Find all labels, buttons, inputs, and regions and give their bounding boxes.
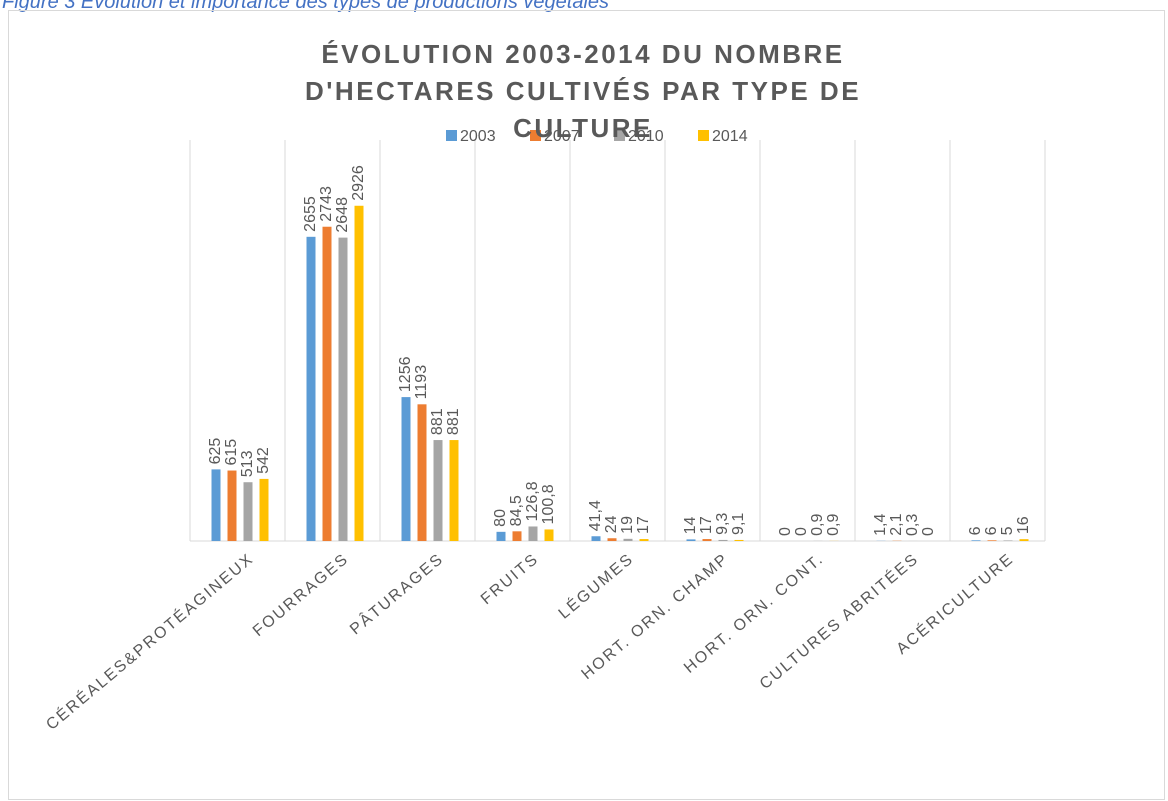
bar [243,482,253,541]
bar [987,540,997,541]
value-label: 2743 [318,186,335,222]
legend-label: 2014 [712,128,748,145]
value-label: 80 [492,509,509,527]
value-label: 9,3 [714,513,731,535]
value-label: 2655 [302,196,319,232]
bar [354,205,364,541]
bar [322,226,332,541]
value-label: 2926 [350,165,367,201]
value-label: 41,4 [587,500,604,531]
legend-label: 2010 [628,128,664,145]
value-label: 0,9 [809,514,826,536]
value-label: 6 [983,526,1000,535]
bar [639,539,649,541]
chart-title: ÉVOLUTION 2003-2014 DU NOMBRE D'HECTARES… [304,39,862,143]
value-label: 16 [1015,516,1032,534]
bar [227,470,237,541]
legend-label: 2007 [544,128,580,145]
value-label: 1256 [397,356,414,392]
bar [702,539,712,541]
value-label: 0,9 [825,514,842,536]
bar [496,531,506,541]
value-label: 19 [619,516,636,534]
bar [259,478,269,541]
value-label: 126,8 [524,481,541,521]
bar [1003,540,1013,541]
bar [433,440,443,541]
value-label: 0 [920,527,937,536]
value-label: 615 [223,439,240,466]
x-tick-label: PÂTURAGES [346,549,448,639]
chart-border [8,10,1165,800]
x-tick-label: FOURRAGES [250,550,352,640]
bar [544,529,554,541]
value-label: 1193 [413,365,430,400]
bar [623,538,633,541]
value-label: 881 [429,408,446,435]
value-label: 0 [793,527,810,536]
value-label: 2,1 [888,513,905,535]
x-tick-label: CULTURES ABRITÉES [756,549,923,693]
value-label: 625 [207,438,224,465]
value-label: 513 [239,450,256,477]
value-label: 0,3 [904,514,921,536]
bar [528,526,538,541]
bar [417,404,427,541]
legend-swatch [614,130,625,141]
legend-swatch [698,130,709,141]
value-label: 6 [967,526,984,535]
bar [591,536,601,541]
x-tick-label: LÉGUMES [554,549,637,623]
x-tick-label: CÉRÉALES&PROTÉAGINEUX [42,549,257,734]
value-label: 2648 [334,197,351,233]
value-label: 1,4 [872,513,889,535]
caption: Figure 3 Évolution et importance des typ… [2,0,610,13]
bar [718,539,728,541]
value-label: 24 [603,515,620,533]
legend-swatch [530,130,541,141]
value-label: 0 [777,527,794,536]
bar [449,440,459,541]
bar [512,531,522,541]
bar [338,237,348,541]
value-label: 14 [682,516,699,534]
x-tick-label: FRUITS [478,550,542,608]
value-label: 542 [255,447,272,474]
bar [607,538,617,541]
legend-label: 2003 [460,128,496,145]
value-label: 100,8 [540,484,557,524]
bar [686,539,696,541]
bar [1019,539,1029,541]
value-label: 84,5 [508,495,525,526]
bar [211,469,221,541]
value-label: 17 [635,516,652,534]
bar [734,539,744,541]
value-label: 17 [698,516,715,534]
legend-swatch [446,130,457,141]
value-label: 5 [999,526,1016,535]
bar [306,236,316,541]
bar [971,540,981,541]
value-label: 881 [445,408,462,435]
bar [401,397,411,541]
value-label: 9,1 [730,513,747,535]
